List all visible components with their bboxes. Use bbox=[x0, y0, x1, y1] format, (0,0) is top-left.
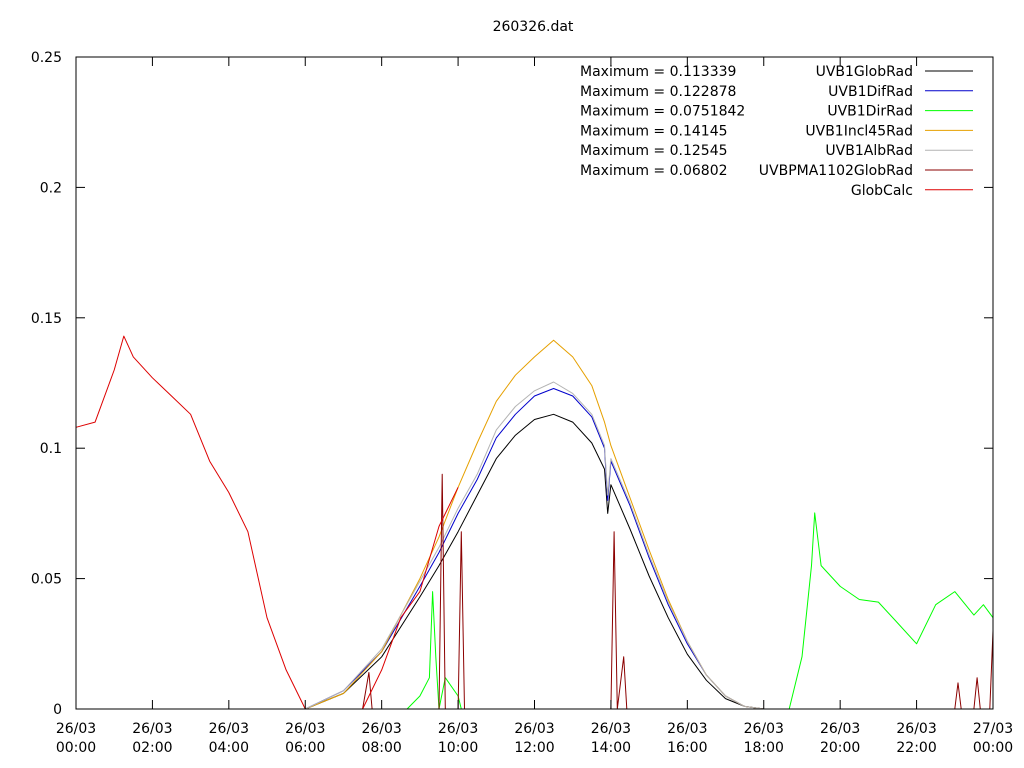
x-tick-time: 06:00 bbox=[285, 740, 325, 756]
maximum-annotation: Maximum = 0.122878 bbox=[580, 84, 736, 100]
series-line-uvb1globrad bbox=[305, 413, 783, 710]
x-tick-time: 14:00 bbox=[591, 740, 631, 756]
x-axis: 26/03 00:00 26/03 02:00 26/03 04:00 26/03 06:00… bbox=[56, 57, 1013, 756]
x-tick-date: 26/03 bbox=[209, 721, 249, 737]
x-tick-time: 10:00 bbox=[438, 740, 478, 756]
x-tick-time: 00:00 bbox=[973, 740, 1013, 756]
y-tick-label: 0.25 bbox=[31, 50, 62, 66]
legend-label: UVB1Incl45Rad bbox=[805, 123, 913, 139]
x-tick-time: 04:00 bbox=[209, 740, 249, 756]
x-tick-time: 12:00 bbox=[514, 740, 554, 756]
series-line-uvb1albrad bbox=[305, 381, 783, 710]
legend-label: UVB1DirRad bbox=[827, 104, 913, 120]
x-tick-time: 00:00 bbox=[56, 740, 96, 756]
maximum-annotation: Maximum = 0.12545 bbox=[580, 143, 728, 159]
maximum-annotation: Maximum = 0.113339 bbox=[580, 64, 736, 80]
y-tick-label: 0.15 bbox=[31, 311, 62, 327]
x-tick-date: 27/03 bbox=[973, 721, 1013, 737]
chart-title: 260326.dat bbox=[493, 19, 574, 35]
y-tick-label: 0.2 bbox=[40, 180, 62, 196]
series-line-uvb1dirrad bbox=[406, 512, 994, 710]
legend-label: UVB1GlobRad bbox=[816, 64, 913, 80]
maximum-annotation: Maximum = 0.06802 bbox=[580, 163, 728, 179]
legend-label: UVBPMA1102GlobRad bbox=[759, 163, 913, 179]
legend: UVB1GlobRad UVB1DifRad UVB1DirRad UVB1Incl4… bbox=[759, 64, 973, 199]
x-tick-date: 26/03 bbox=[132, 721, 172, 737]
x-tick-date: 26/03 bbox=[514, 721, 554, 737]
x-tick-date: 26/03 bbox=[896, 721, 936, 737]
x-tick-date: 26/03 bbox=[438, 721, 478, 737]
x-tick-date: 26/03 bbox=[361, 721, 401, 737]
x-tick-time: 18:00 bbox=[744, 740, 784, 756]
x-tick-date: 26/03 bbox=[285, 721, 325, 737]
x-tick-time: 20:00 bbox=[820, 740, 860, 756]
series-layer bbox=[75, 335, 994, 710]
legend-label: UVB1AlbRad bbox=[825, 143, 913, 159]
y-axis: 0 0.05 0.1 0.15 0.2 0.25 bbox=[31, 50, 993, 718]
x-tick-date: 26/03 bbox=[744, 721, 784, 737]
x-tick-date: 26/03 bbox=[591, 721, 631, 737]
series-line-globcalc bbox=[75, 335, 459, 710]
x-tick-time: 02:00 bbox=[132, 740, 172, 756]
series-line-uvbpma1102globrad bbox=[362, 473, 994, 710]
y-tick-label: 0 bbox=[53, 702, 62, 718]
maximum-annotation: Maximum = 0.0751842 bbox=[580, 104, 745, 120]
maximum-annotations: Maximum = 0.113339 Maximum = 0.122878 Maxi… bbox=[580, 64, 745, 179]
y-tick-label: 0.1 bbox=[40, 441, 62, 457]
x-tick-time: 22:00 bbox=[896, 740, 936, 756]
x-tick-time: 16:00 bbox=[667, 740, 707, 756]
x-tick-date: 26/03 bbox=[56, 721, 96, 737]
legend-label: UVB1DifRad bbox=[828, 84, 913, 100]
x-tick-date: 26/03 bbox=[820, 721, 860, 737]
maximum-annotation: Maximum = 0.14145 bbox=[580, 123, 728, 139]
x-tick-date: 26/03 bbox=[667, 721, 707, 737]
x-tick-time: 08:00 bbox=[361, 740, 401, 756]
y-tick-label: 0.05 bbox=[31, 572, 62, 588]
legend-label: GlobCalc bbox=[851, 183, 913, 199]
